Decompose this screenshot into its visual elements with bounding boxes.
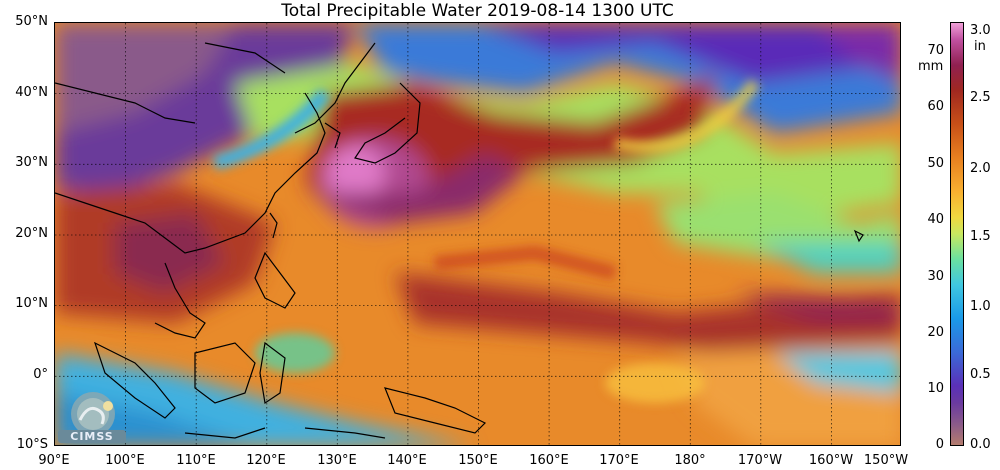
lat-label: 30°N: [15, 155, 48, 170]
lon-label: 160°E: [529, 453, 569, 468]
mm-tick: 20: [927, 325, 944, 340]
lon-label: 130°E: [317, 453, 357, 468]
lon-label: 150°W: [863, 453, 909, 468]
in-tick: 2.5: [970, 90, 991, 105]
lon-label: 110°E: [176, 453, 216, 468]
lat-label: 0°: [33, 367, 48, 382]
mm-tick: 60: [927, 99, 944, 114]
lat-label: 10°N: [15, 296, 48, 311]
coastlines: [55, 42, 864, 439]
lat-label: 50°N: [15, 14, 48, 29]
mm-tick: 0: [935, 437, 944, 452]
mm-tick: 70: [927, 43, 944, 58]
in-tick: 0.5: [970, 367, 991, 382]
map-title: Total Precipitable Water 2019-08-14 1300…: [281, 1, 674, 21]
mm-tick: 50: [927, 156, 944, 171]
lat-label: 10°S: [16, 437, 48, 452]
lat-label: 40°N: [15, 85, 48, 100]
in-unit: in: [974, 39, 986, 54]
in-tick: 3.0: [970, 23, 991, 38]
lon-label: 120°E: [246, 453, 286, 468]
in-tick: 0.0: [970, 437, 991, 452]
lat-label: 20°N: [15, 226, 48, 241]
lon-label: 180°: [674, 453, 706, 468]
in-tick: 1.5: [970, 229, 991, 244]
in-tick: 1.0: [970, 299, 991, 314]
gridlines: [55, 23, 900, 445]
tpw-map: [54, 22, 901, 446]
mm-tick: 10: [927, 381, 944, 396]
in-tick: 2.0: [970, 161, 991, 176]
lon-label: 90°E: [38, 453, 70, 468]
mm-tick: 40: [927, 212, 944, 227]
lon-label: 170°W: [737, 453, 783, 468]
mm-tick: 30: [927, 269, 944, 284]
mm-unit: mm: [918, 59, 944, 74]
colorbar: [950, 22, 964, 446]
cimss-logo-text: CIMSS: [58, 430, 126, 443]
lon-label: 170°E: [599, 453, 639, 468]
cimss-logo: [71, 392, 115, 436]
lon-label: 150°E: [458, 453, 498, 468]
lon-label: 100°E: [105, 453, 145, 468]
lon-label: 160°W: [808, 453, 854, 468]
tpw-field: [55, 23, 900, 445]
lon-label: 140°E: [387, 453, 427, 468]
